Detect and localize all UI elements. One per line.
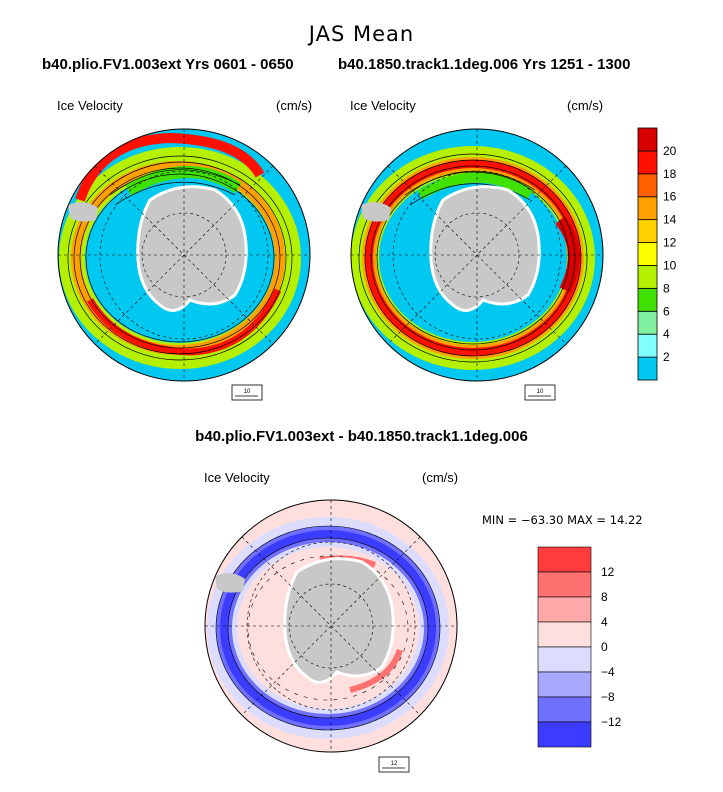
diff-antarctica xyxy=(283,557,395,684)
left-units-label: (cm/s) xyxy=(276,98,313,113)
diff-units-label: (cm/s) xyxy=(422,470,459,485)
diff-grid xyxy=(205,500,457,752)
right-units-label: (cm/s) xyxy=(567,98,604,113)
left-antarctica xyxy=(136,185,248,312)
right-antarctica xyxy=(429,185,541,312)
right-band-green xyxy=(417,172,533,200)
left-band-red-south xyxy=(86,288,282,356)
top-colorbar-box xyxy=(637,150,658,175)
top-colorbar-label: 4 xyxy=(663,327,670,341)
right-ref-label: 10 xyxy=(537,389,544,395)
left-map xyxy=(58,129,310,381)
right-band-darkred-east xyxy=(555,216,580,293)
diff-map xyxy=(205,500,457,752)
right-grid xyxy=(351,129,603,381)
diff-colorbar-label: −4 xyxy=(601,665,615,679)
diff-colorbar-box xyxy=(537,596,592,623)
diff-colorbar: 12 8 4 0 −4 −8 −12 xyxy=(537,546,622,748)
left-ref-label: 10 xyxy=(244,389,251,395)
diff-colorbar-label: −12 xyxy=(601,715,622,729)
diff-map-border xyxy=(204,499,458,753)
diff-colorbar-box xyxy=(537,646,592,673)
right-map xyxy=(351,129,603,381)
right-variable-label: Ice Velocity xyxy=(350,98,416,113)
top-colorbar-box xyxy=(637,242,658,266)
left-band-red-north xyxy=(75,132,265,202)
diff-streamlines xyxy=(215,525,441,731)
top-colorbar-box xyxy=(637,287,658,312)
diff-colorbar-box xyxy=(537,571,592,598)
top-colorbar-label: 12 xyxy=(663,236,677,250)
diff-band-dark xyxy=(220,530,436,726)
diff-colorbar-box xyxy=(537,671,592,698)
diff-colorbar-label: 0 xyxy=(601,640,608,654)
diff-colorbar-box xyxy=(537,721,592,748)
top-colorbar-label: 10 xyxy=(663,258,677,272)
left-band-green xyxy=(125,166,242,196)
top-colorbar-label: 6 xyxy=(663,304,670,318)
top-colorbar-box xyxy=(637,310,658,335)
right-streamlines xyxy=(358,153,588,363)
diff-colorbar-label: 12 xyxy=(601,565,615,579)
right-south-america xyxy=(361,202,391,222)
left-panel-title: b40.plio.FV1.003ext Yrs 0601 - 0650 xyxy=(42,56,294,73)
diff-band-red-east xyxy=(349,648,403,693)
top-colorbar-box xyxy=(637,265,658,289)
diff-ref-label: 12 xyxy=(391,761,398,767)
top-colorbar-box xyxy=(637,219,658,243)
top-colorbar-label: 18 xyxy=(663,167,677,181)
top-colorbar: 2 4 6 8 10 12 14 16 18 20 xyxy=(637,127,677,381)
right-reference-vector: 10 xyxy=(524,384,556,401)
diff-variable-label: Ice Velocity xyxy=(204,470,270,485)
top-colorbar-label: 8 xyxy=(663,281,670,295)
left-south-america xyxy=(68,202,98,222)
page-title: JAS Mean xyxy=(308,22,415,46)
right-panel-title: b40.1850.track1.1deg.006 Yrs 1251 - 1300 xyxy=(338,56,631,73)
diff-colorbar-box xyxy=(537,621,592,648)
left-streamlines xyxy=(67,155,293,361)
top-colorbar-box xyxy=(637,127,658,152)
diff-reference-vector: 12 xyxy=(378,756,410,773)
top-colorbar-label: 16 xyxy=(663,190,677,204)
top-colorbar-box xyxy=(637,196,658,221)
top-colorbar-label: 20 xyxy=(663,144,677,158)
diff-panel-title: b40.plio.FV1.003ext - b40.1850.track1.1d… xyxy=(195,428,528,445)
left-grid xyxy=(58,129,310,381)
right-map-border xyxy=(350,128,604,382)
diff-min-max-text: MIN = −63.30 MAX = 14.22 xyxy=(482,513,643,527)
diff-south-america xyxy=(215,573,245,593)
left-reference-vector: 10 xyxy=(231,384,263,401)
top-colorbar-box xyxy=(637,356,658,381)
diff-colorbar-box xyxy=(537,546,592,573)
left-map-border xyxy=(57,128,311,382)
diff-colorbar-label: 8 xyxy=(601,590,608,604)
top-colorbar-label: 2 xyxy=(663,350,670,364)
top-colorbar-label: 14 xyxy=(663,213,677,227)
top-colorbar-box xyxy=(637,173,658,198)
diff-colorbar-label: 4 xyxy=(601,615,608,629)
diff-colorbar-label: −8 xyxy=(601,690,615,704)
top-colorbar-box xyxy=(637,333,658,358)
left-variable-label: Ice Velocity xyxy=(57,98,123,113)
diff-colorbar-box xyxy=(537,696,592,723)
